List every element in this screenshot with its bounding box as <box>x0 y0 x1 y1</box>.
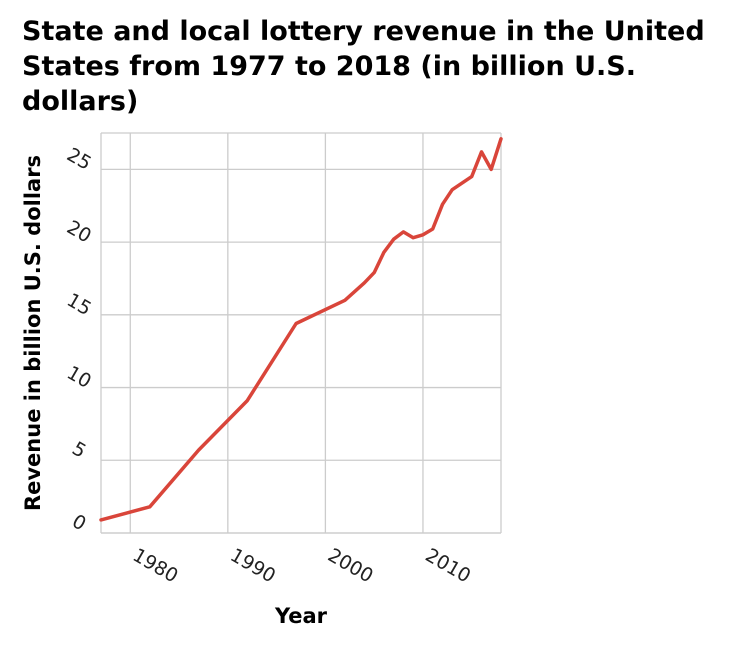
x-tick-label: 2010 <box>422 544 475 587</box>
y-tick-label: 10 <box>63 362 95 393</box>
chart-title: State and local lottery revenue in the U… <box>22 16 705 117</box>
plot-area <box>101 133 501 533</box>
y-tick-label: 5 <box>68 438 89 463</box>
y-tick-label: 20 <box>63 216 95 247</box>
y-tick-label: 25 <box>63 144 95 175</box>
y-tick-label: 15 <box>63 289 95 320</box>
x-tick-label: 2000 <box>324 544 377 587</box>
series-line <box>99 137 503 522</box>
x-tick-label: 1990 <box>226 544 279 587</box>
grid-lines <box>100 132 502 534</box>
y-tick-label: 0 <box>68 510 89 535</box>
y-axis-label: Revenue in billion U.S. dollars <box>21 155 45 511</box>
x-tick-label: 1980 <box>129 544 182 587</box>
x-axis-label: Year <box>274 604 328 628</box>
